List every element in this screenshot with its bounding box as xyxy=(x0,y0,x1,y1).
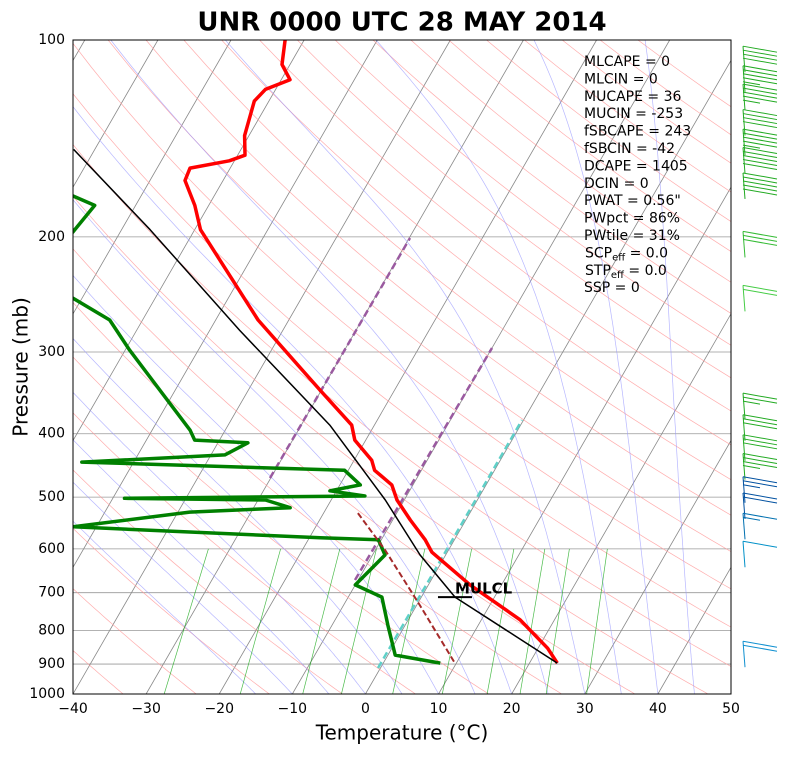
y-tick-label: 700 xyxy=(38,585,65,601)
x-tick-label: −20 xyxy=(204,701,234,717)
index-text: DCAPE = 1405 xyxy=(584,158,688,174)
x-tick-label: −40 xyxy=(58,701,88,717)
index-text: MUCIN = -253 xyxy=(584,106,683,122)
y-tick-label: 100 xyxy=(38,32,65,48)
y-tick-label: 800 xyxy=(38,623,65,639)
index-sub: eff xyxy=(611,270,625,281)
index-text: fSBCAPE = 243 xyxy=(584,124,691,140)
x-tick-label: 10 xyxy=(430,701,448,717)
index-text: PWAT = 0.56" xyxy=(584,193,681,209)
index-text: PWtile = 31% xyxy=(584,228,680,244)
x-axis-label: Temperature (°C) xyxy=(315,721,489,745)
y-tick-label: 600 xyxy=(38,541,65,557)
index-text: STPeff = 0.0 xyxy=(585,263,667,281)
index-text: MLCIN = 0 xyxy=(584,71,658,87)
index-base: SCP xyxy=(585,245,612,261)
x-tick-label: 0 xyxy=(361,701,370,717)
x-tick-label: 30 xyxy=(576,701,594,717)
index-text: fSBCIN = -42 xyxy=(584,141,675,157)
y-axis-label: Pressure (mb) xyxy=(9,297,33,437)
y-tick-label: 400 xyxy=(38,426,65,442)
index-value: = 0.0 xyxy=(624,263,667,279)
index-text: MUCAPE = 36 xyxy=(584,89,682,105)
x-tick-label: 20 xyxy=(503,701,521,717)
y-tick-label: 300 xyxy=(38,344,65,360)
y-tick-label: 900 xyxy=(38,656,65,672)
index-text: DCIN = 0 xyxy=(584,176,649,192)
index-text: SSP = 0 xyxy=(584,280,640,296)
index-text: PWpct = 86% xyxy=(584,211,680,227)
index-base: STP xyxy=(585,263,611,279)
x-tick-label: −10 xyxy=(278,701,308,717)
annotation: MULCL xyxy=(455,580,513,598)
x-tick-label: 40 xyxy=(649,701,667,717)
y-tick-label: 500 xyxy=(38,489,65,505)
index-value: = 0.0 xyxy=(625,245,668,261)
chart-title: UNR 0000 UTC 28 MAY 2014 xyxy=(197,8,606,38)
index-text: MLCAPE = 0 xyxy=(584,54,670,70)
x-tick-label: −30 xyxy=(131,701,161,717)
x-tick-label: 50 xyxy=(722,701,740,717)
y-tick-label: 1000 xyxy=(29,686,65,702)
index-sub: eff xyxy=(612,252,626,263)
y-tick-label: 200 xyxy=(38,229,65,245)
index-text: SCPeff = 0.0 xyxy=(585,245,668,263)
